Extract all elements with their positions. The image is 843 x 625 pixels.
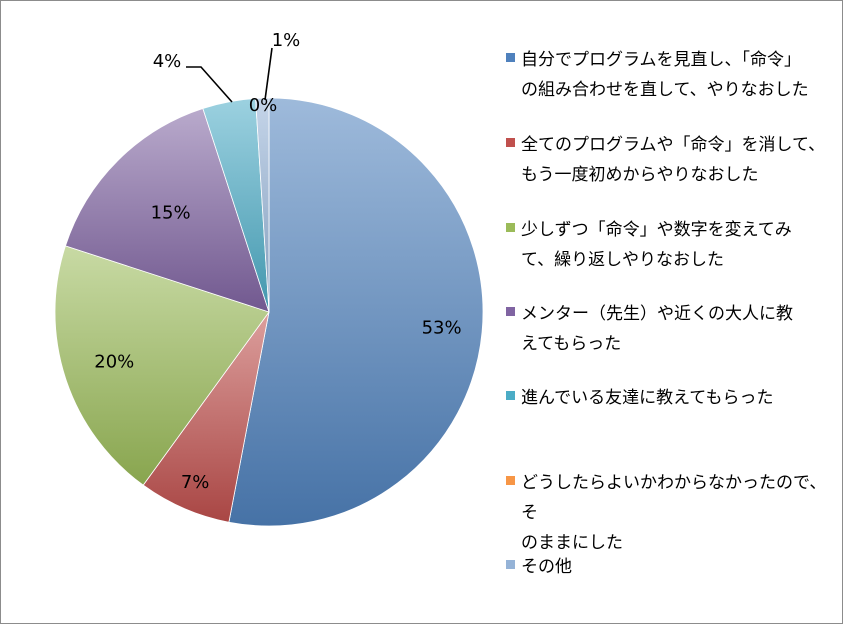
pie-slice-4	[64, 107, 270, 313]
legend-line: メンター（先生）や近くの大人に教	[521, 304, 793, 324]
legend-swatch-3	[506, 223, 515, 232]
legend-label-3: 少しずつ「命令」や数字を変えてみ て、繰り返しやりなおした	[521, 215, 792, 275]
slice-label-2: 7%	[181, 472, 210, 493]
legend-swatch-7	[506, 560, 515, 569]
slice-label-7: 1%	[272, 30, 301, 51]
legend-line: 進んでいる友達に教えてもらった	[521, 388, 774, 408]
legend-line: 全てのプログラムや「命令」を消して、	[521, 135, 826, 155]
pie-slice-3	[54, 245, 270, 486]
legend-item-4: メンター（先生）や近くの大人に教 えてもらった	[506, 299, 836, 359]
legend-label-7: その他	[521, 552, 572, 582]
legend-line: 自分でプログラムを見直し、「命令」	[521, 50, 801, 70]
legend-line: て、繰り返しやりなおした	[521, 250, 724, 270]
legend-line: の組み合わせを直して、やりなおした	[521, 80, 809, 100]
slice-label-1: 53%	[422, 317, 462, 338]
legend-label-2: 全てのプログラムや「命令」を消して、 もう一度初めからやりなおした	[521, 130, 825, 190]
slice-label-6: 0%	[249, 95, 278, 116]
legend-swatch-1	[506, 53, 515, 62]
legend-label-1: 自分でプログラムを見直し、「命令」 の組み合わせを直して、やりなおした	[521, 45, 809, 105]
legend-line: その他	[521, 557, 572, 577]
legend-label-4: メンター（先生）や近くの大人に教 えてもらった	[521, 299, 793, 359]
slice-label-4: 15%	[151, 203, 191, 224]
legend-line: もう一度初めからやりなおした	[521, 165, 759, 185]
legend-item-3: 少しずつ「命令」や数字を変えてみ て、繰り返しやりなおした	[506, 215, 836, 275]
slice-label-3: 20%	[94, 351, 134, 372]
legend-line: えてもらった	[521, 334, 622, 354]
legend-item-7: その他	[506, 552, 836, 582]
legend-item-6: どうしたらよいかわからなかったので、そのままにした	[506, 468, 836, 558]
legend-swatch-4	[506, 307, 515, 316]
pie-slice-7	[255, 97, 270, 313]
legend-label-5: 進んでいる友達に教えてもらった	[521, 383, 773, 413]
slice-label-5: 4%	[153, 51, 182, 72]
legend-swatch-2	[506, 138, 515, 147]
pie-slice-1	[228, 97, 484, 527]
legend-line: どうしたらよいかわからなかったので、そ	[521, 473, 827, 523]
leader-line-7	[264, 47, 273, 101]
leader-line-5	[186, 66, 233, 103]
legend-line: のままにした	[521, 533, 623, 553]
legend-line: 少しずつ「命令」や数字を変えてみ	[521, 220, 792, 240]
legend-item-5: 進んでいる友達に教えてもらった	[506, 383, 836, 413]
legend-label-6: どうしたらよいかわからなかったので、そのままにした	[521, 468, 836, 558]
legend-swatch-5	[506, 391, 515, 400]
legend-item-1: 自分でプログラムを見直し、「命令」 の組み合わせを直して、やりなおした	[506, 45, 836, 105]
legend-item-2: 全てのプログラムや「命令」を消して、 もう一度初めからやりなおした	[506, 130, 836, 190]
legend-swatch-6	[506, 476, 515, 485]
